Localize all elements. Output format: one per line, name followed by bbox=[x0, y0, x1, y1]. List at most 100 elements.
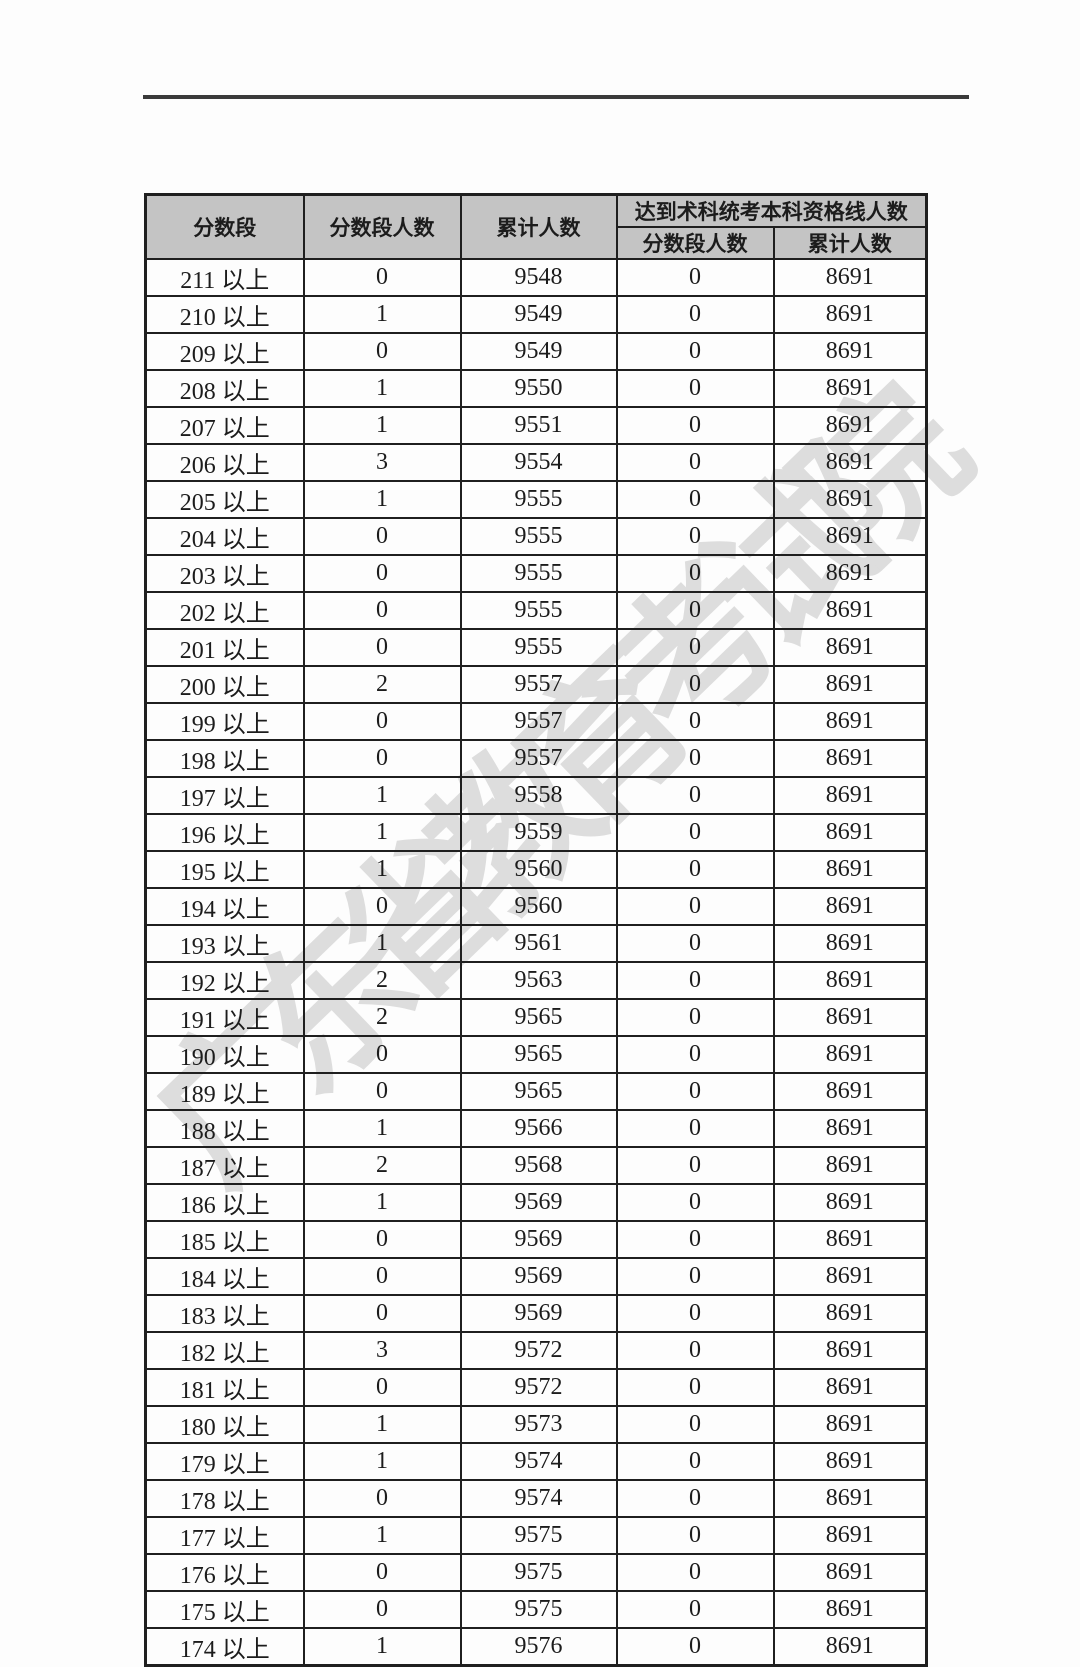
cell-seg-count: 0 bbox=[302, 1553, 462, 1592]
table-row: 195 以上 1 9560 0 8691 bbox=[144, 850, 928, 889]
cell-cum-count: 9561 bbox=[459, 924, 618, 963]
cell-seg-count: 0 bbox=[302, 1368, 462, 1407]
table-row: 201 以上 0 9555 0 8691 bbox=[144, 628, 928, 667]
cell-seg-count: 1 bbox=[302, 406, 462, 445]
cell-qualified-seg-count: 0 bbox=[615, 1257, 775, 1296]
cell-score-range: 189 以上 bbox=[144, 1072, 305, 1111]
cell-score-range: 195 以上 bbox=[144, 850, 305, 889]
header-seg-count: 分数段人数 bbox=[302, 193, 462, 260]
cell-qualified-seg-count: 0 bbox=[615, 1294, 775, 1333]
cell-cum-count: 9557 bbox=[459, 702, 618, 741]
cell-seg-count: 0 bbox=[302, 739, 462, 778]
cell-cum-count: 9572 bbox=[459, 1331, 618, 1370]
cell-cum-count: 9558 bbox=[459, 776, 618, 815]
cell-qualified-seg-count: 0 bbox=[615, 1590, 775, 1629]
cell-qualified-cum-count: 8691 bbox=[772, 1257, 928, 1296]
table-row: 174 以上 1 9576 0 8691 bbox=[144, 1627, 928, 1667]
cell-cum-count: 9554 bbox=[459, 443, 618, 482]
cell-qualified-cum-count: 8691 bbox=[772, 1627, 928, 1667]
cell-qualified-cum-count: 8691 bbox=[772, 887, 928, 926]
cell-cum-count: 9548 bbox=[459, 258, 618, 297]
cell-score-range: 193 以上 bbox=[144, 924, 305, 963]
cell-cum-count: 9555 bbox=[459, 554, 618, 593]
cell-qualified-cum-count: 8691 bbox=[772, 813, 928, 852]
header-row-2: 分数段人数 累计人数 bbox=[146, 226, 928, 260]
table-row: 191 以上 2 9565 0 8691 bbox=[144, 998, 928, 1037]
cell-seg-count: 0 bbox=[302, 517, 462, 556]
table-row: 197 以上 1 9558 0 8691 bbox=[144, 776, 928, 815]
cell-qualified-seg-count: 0 bbox=[615, 1220, 775, 1259]
cell-score-range: 178 以上 bbox=[144, 1479, 305, 1518]
cell-qualified-seg-count: 0 bbox=[615, 406, 775, 445]
cell-qualified-seg-count: 0 bbox=[615, 480, 775, 519]
cell-score-range: 197 以上 bbox=[144, 776, 305, 815]
cell-cum-count: 9563 bbox=[459, 961, 618, 1000]
table-row: 187 以上 2 9568 0 8691 bbox=[144, 1146, 928, 1185]
cell-seg-count: 0 bbox=[302, 554, 462, 593]
cell-qualified-cum-count: 8691 bbox=[772, 776, 928, 815]
cell-cum-count: 9555 bbox=[459, 591, 618, 630]
cell-qualified-cum-count: 8691 bbox=[772, 480, 928, 519]
cell-qualified-cum-count: 8691 bbox=[772, 1146, 928, 1185]
cell-score-range: 196 以上 bbox=[144, 813, 305, 852]
cell-cum-count: 9569 bbox=[459, 1220, 618, 1259]
cell-cum-count: 9569 bbox=[459, 1257, 618, 1296]
cell-qualified-cum-count: 8691 bbox=[772, 1516, 928, 1555]
cell-score-range: 180 以上 bbox=[144, 1405, 305, 1444]
cell-qualified-seg-count: 0 bbox=[615, 665, 775, 704]
cell-qualified-cum-count: 8691 bbox=[772, 702, 928, 741]
table-row: 190 以上 0 9565 0 8691 bbox=[144, 1035, 928, 1074]
cell-seg-count: 0 bbox=[302, 258, 462, 297]
cell-seg-count: 0 bbox=[302, 1479, 462, 1518]
cell-seg-count: 1 bbox=[302, 1405, 462, 1444]
table-row: 206 以上 3 9554 0 8691 bbox=[144, 443, 928, 482]
cell-qualified-cum-count: 8691 bbox=[772, 1405, 928, 1444]
cell-seg-count: 0 bbox=[302, 591, 462, 630]
cell-qualified-cum-count: 8691 bbox=[772, 850, 928, 889]
table-row: 188 以上 1 9566 0 8691 bbox=[144, 1109, 928, 1148]
cell-qualified-cum-count: 8691 bbox=[772, 554, 928, 593]
cell-qualified-seg-count: 0 bbox=[615, 443, 775, 482]
cell-score-range: 209 以上 bbox=[144, 332, 305, 371]
cell-seg-count: 1 bbox=[302, 924, 462, 963]
cell-seg-count: 2 bbox=[302, 998, 462, 1037]
cell-qualified-seg-count: 0 bbox=[615, 739, 775, 778]
cell-qualified-cum-count: 8691 bbox=[772, 443, 928, 482]
cell-score-range: 186 以上 bbox=[144, 1183, 305, 1222]
cell-seg-count: 0 bbox=[302, 887, 462, 926]
cell-qualified-cum-count: 8691 bbox=[772, 332, 928, 371]
header-row-1: 分数段 分数段人数 累计人数 达到术科统考本科资格线人数 bbox=[144, 193, 928, 260]
cell-qualified-seg-count: 0 bbox=[615, 998, 775, 1037]
cell-score-range: 175 以上 bbox=[144, 1590, 305, 1629]
cell-seg-count: 1 bbox=[302, 1442, 462, 1481]
cell-score-range: 210 以上 bbox=[144, 295, 305, 334]
cell-seg-count: 1 bbox=[302, 1627, 462, 1667]
cell-qualified-seg-count: 0 bbox=[615, 554, 775, 593]
cell-qualified-seg-count: 0 bbox=[615, 702, 775, 741]
cell-score-range: 187 以上 bbox=[144, 1146, 305, 1185]
cell-qualified-seg-count: 0 bbox=[615, 1331, 775, 1370]
cell-seg-count: 0 bbox=[302, 1072, 462, 1111]
cell-seg-count: 3 bbox=[302, 1331, 462, 1370]
table-row: 205 以上 1 9555 0 8691 bbox=[144, 480, 928, 519]
cell-seg-count: 1 bbox=[302, 1109, 462, 1148]
cell-qualified-seg-count: 0 bbox=[615, 295, 775, 334]
cell-qualified-seg-count: 0 bbox=[615, 1035, 775, 1074]
cell-score-range: 211 以上 bbox=[144, 258, 305, 297]
cell-seg-count: 0 bbox=[302, 702, 462, 741]
cell-qualified-seg-count: 0 bbox=[615, 332, 775, 371]
cell-seg-count: 0 bbox=[302, 332, 462, 371]
cell-seg-count: 2 bbox=[302, 1146, 462, 1185]
cell-qualified-cum-count: 8691 bbox=[772, 1109, 928, 1148]
cell-cum-count: 9549 bbox=[459, 332, 618, 371]
table-body: 211 以上 0 9548 0 8691 210 以上 1 9549 0 8691 209 以上 0 9… bbox=[144, 258, 928, 1667]
table-row: 211 以上 0 9548 0 8691 bbox=[144, 258, 928, 297]
cell-qualified-cum-count: 8691 bbox=[772, 591, 928, 630]
cell-seg-count: 0 bbox=[302, 1590, 462, 1629]
cell-seg-count: 1 bbox=[302, 295, 462, 334]
cell-qualified-seg-count: 0 bbox=[615, 1553, 775, 1592]
table-row: 181 以上 0 9572 0 8691 bbox=[144, 1368, 928, 1407]
cell-qualified-cum-count: 8691 bbox=[772, 1220, 928, 1259]
cell-qualified-cum-count: 8691 bbox=[772, 1442, 928, 1481]
cell-qualified-seg-count: 0 bbox=[615, 924, 775, 963]
